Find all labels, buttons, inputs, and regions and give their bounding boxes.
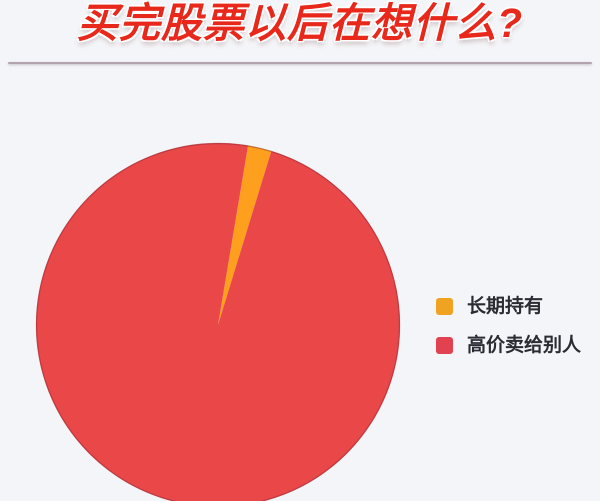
pie-slice-1[interactable] bbox=[36, 143, 400, 501]
legend-item-sell-high-to-others[interactable]: 高价卖给别人 bbox=[436, 336, 581, 355]
legend: 长期持有 高价卖给别人 bbox=[436, 297, 581, 375]
title-divider bbox=[8, 62, 592, 64]
legend-swatch bbox=[436, 337, 453, 354]
legend-item-label: 长期持有 bbox=[467, 296, 544, 317]
pie-slice-0[interactable] bbox=[218, 145, 272, 326]
chart-title: 买完股票以后在想什么? bbox=[76, 0, 524, 46]
legend-swatch bbox=[436, 298, 453, 315]
pie-rim bbox=[35, 142, 401, 501]
legend-item-hold-long-term[interactable]: 长期持有 bbox=[436, 297, 581, 316]
legend-item-label: 高价卖给别人 bbox=[467, 335, 582, 356]
